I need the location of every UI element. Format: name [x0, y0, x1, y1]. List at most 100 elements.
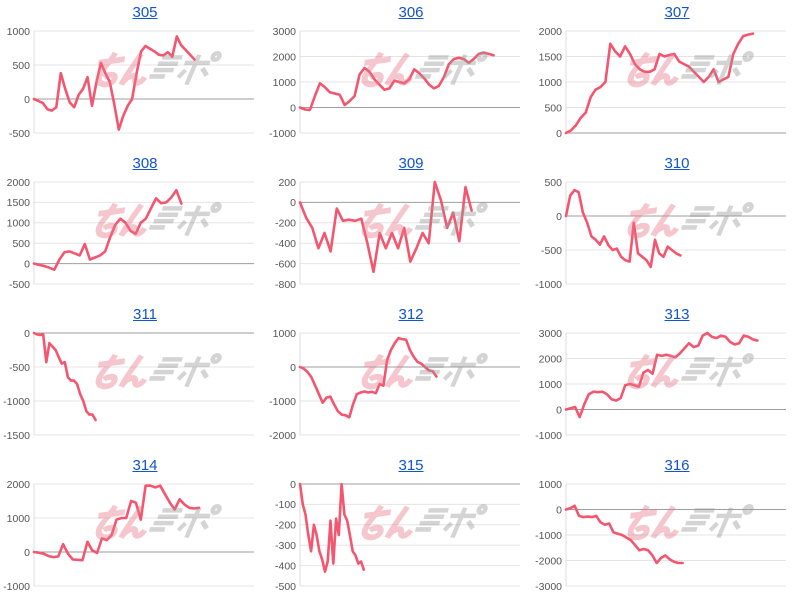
chart-title: 305 [34, 3, 256, 23]
chart-line [564, 504, 684, 565]
y-tick-label: -800 [275, 279, 296, 291]
chart-canvas: 2000 1500 1000 500 0 -500 [7, 177, 254, 291]
chart-title-link[interactable]: 308 [132, 155, 158, 172]
chart-line [564, 331, 759, 419]
y-tick-label: 1000 [273, 77, 297, 89]
y-tick-label: 0 [290, 479, 296, 491]
y-tick-label: 1000 [7, 513, 31, 525]
chart-canvas: 500 0 -500 -1000 [535, 177, 786, 291]
y-tick-label: -400 [275, 560, 296, 572]
chart-title-link[interactable]: 309 [398, 155, 424, 172]
y-tick-label: 2000 [273, 51, 297, 63]
y-tick-label: -1000 [269, 128, 296, 140]
chart-cell-316: 316 1000 0 -1000 -2000 -3000 [532, 453, 798, 604]
chart-title-link[interactable]: 305 [132, 4, 158, 21]
chart-cell-307: 307 2000 1500 1000 500 0 [532, 0, 798, 151]
chart-title-link[interactable]: 313 [664, 306, 690, 323]
y-tick-label: -300 [275, 540, 296, 552]
y-tick-label: 500 [544, 102, 562, 114]
chart-cell-306: 306 3000 2000 1000 0 -1000 [266, 0, 532, 151]
y-tick-label: -500 [275, 581, 296, 593]
y-tick-label: -500 [541, 245, 562, 257]
y-tick-label: 0 [24, 547, 30, 559]
chart-canvas: 1000 0 -1000 -2000 -3000 [535, 479, 786, 593]
chart-title: 306 [300, 3, 522, 23]
chart-title-link[interactable]: 311 [133, 306, 157, 323]
chart-title-link[interactable]: 315 [398, 457, 424, 474]
chart-title: 314 [34, 456, 256, 476]
y-tick-label: 500 [544, 177, 562, 189]
chart-cell-315: 315 0 -100 -200 -300 -400 -500 [266, 453, 532, 604]
y-tick-label: 0 [556, 504, 562, 516]
y-tick-label: 1500 [7, 197, 31, 209]
y-tick-label: 0 [24, 258, 30, 270]
chart-cell-310: 310 500 0 -500 -1000 [532, 151, 798, 302]
y-tick-label: -200 [275, 520, 296, 532]
y-tick-label: 0 [556, 128, 562, 140]
y-tick-label: -1000 [269, 396, 296, 408]
y-tick-label: 2000 [7, 479, 31, 491]
y-tick-label: 1000 [273, 328, 297, 340]
y-tick-label: -2000 [535, 555, 562, 567]
chart-title: 307 [566, 3, 788, 23]
chart-canvas: 2000 1500 1000 500 0 [539, 26, 786, 140]
chart-line [298, 336, 438, 419]
chart-title-link[interactable]: 310 [664, 155, 690, 172]
y-tick-label: -1000 [3, 581, 30, 593]
chart-title-link[interactable]: 312 [398, 306, 424, 323]
chart-canvas: 0 -100 -200 -300 -400 -500 [275, 479, 520, 593]
chart-title: 309 [300, 154, 522, 174]
y-tick-label: 3000 [539, 328, 563, 340]
chart-cell-311: 311 0 -500 -1000 -1500 [0, 302, 266, 453]
y-tick-label: 200 [278, 177, 296, 189]
chart-title: 310 [566, 154, 788, 174]
chart-canvas: 200 0 -200 -400 -600 -800 [275, 177, 520, 291]
y-tick-label: 1000 [539, 77, 563, 89]
y-tick-label: 500 [12, 60, 30, 72]
y-tick-label: -2000 [269, 430, 296, 442]
chart-line [32, 188, 183, 271]
y-tick-label: 0 [24, 94, 30, 106]
y-tick-label: -1000 [3, 396, 30, 408]
chart-title: 315 [300, 456, 522, 476]
y-tick-label: 3000 [273, 26, 297, 38]
chart-title-link[interactable]: 316 [664, 457, 690, 474]
chart-canvas: 1000 500 0 -500 [7, 26, 254, 140]
chart-line [298, 51, 495, 112]
chart-title: 311 [34, 305, 256, 325]
chart-title: 308 [34, 154, 256, 174]
chart-cell-313: 313 3000 2000 1000 0 -1000 [532, 302, 798, 453]
chart-line [32, 35, 196, 131]
chart-title: 316 [566, 456, 788, 476]
chart-canvas: 3000 2000 1000 0 -1000 [269, 26, 520, 140]
chart-title-link[interactable]: 314 [132, 457, 158, 474]
y-tick-label: 0 [556, 211, 562, 223]
chart-canvas: 1000 0 -1000 -2000 [269, 328, 520, 442]
y-tick-label: -500 [9, 362, 30, 374]
chart-title-link[interactable]: 306 [398, 4, 424, 21]
y-tick-label: 2000 [539, 26, 563, 38]
y-tick-label: 2000 [539, 353, 563, 365]
y-tick-label: 1000 [539, 479, 563, 491]
chart-canvas: 3000 2000 1000 0 -1000 [535, 328, 786, 442]
y-tick-label: -3000 [535, 581, 562, 593]
y-tick-label: -1500 [3, 430, 30, 442]
chart-title-link[interactable]: 307 [664, 4, 690, 21]
y-tick-label: 1000 [7, 26, 31, 38]
y-tick-label: -1000 [535, 430, 562, 442]
y-tick-label: -500 [9, 128, 30, 140]
y-tick-label: -200 [275, 218, 296, 230]
y-tick-label: 2000 [7, 177, 31, 189]
y-tick-label: 500 [12, 238, 30, 250]
chart-line [298, 482, 366, 573]
chart-line [32, 331, 97, 422]
chart-title: 313 [566, 305, 788, 325]
y-tick-label: 0 [290, 362, 296, 374]
y-tick-label: -500 [9, 279, 30, 291]
chart-line [564, 32, 755, 135]
y-tick-label: 1000 [539, 379, 563, 391]
y-tick-label: 0 [24, 328, 30, 340]
chart-canvas: 0 -500 -1000 -1500 [3, 328, 254, 442]
chart-cell-314: 314 2000 1000 0 -1000 [0, 453, 266, 604]
y-tick-label: -100 [275, 499, 296, 511]
